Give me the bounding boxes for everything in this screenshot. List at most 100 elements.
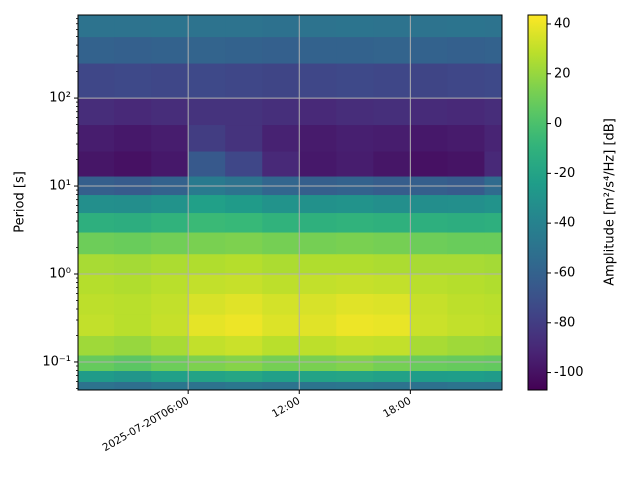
heatmap-cell <box>336 98 374 126</box>
heatmap-cell <box>447 194 485 214</box>
heatmap-cell <box>114 274 152 295</box>
heatmap-cell <box>373 274 411 295</box>
heatmap-cell <box>151 36 189 64</box>
heatmap-cell <box>262 194 300 214</box>
heatmap-cell <box>78 124 115 152</box>
heatmap-cell <box>262 253 300 275</box>
heatmap-cell <box>188 194 226 214</box>
x-tick-label: 12:00 <box>270 395 302 421</box>
heatmap-cell <box>151 274 189 295</box>
heatmap-cell <box>410 370 448 382</box>
heatmap-cell <box>225 381 263 391</box>
heatmap-cell <box>373 253 411 275</box>
heatmap-cell <box>484 232 503 255</box>
colorbar <box>527 14 548 391</box>
heatmap-cell <box>447 314 485 336</box>
heatmap-cell <box>225 63 263 99</box>
heatmap-cell <box>373 381 411 391</box>
heatmap-cell <box>188 232 226 255</box>
heatmap-cell <box>373 151 411 177</box>
heatmap-cell <box>151 124 189 152</box>
heatmap-cell <box>299 274 337 295</box>
heatmap-cell <box>188 381 226 391</box>
heatmap-cell <box>188 314 226 336</box>
heatmap-cell <box>262 124 300 152</box>
heatmap-cell <box>225 293 263 315</box>
heatmap-cell <box>188 212 226 233</box>
heatmap-cell <box>225 194 263 214</box>
heatmap-cell <box>114 314 152 336</box>
heatmap-cell <box>373 335 411 356</box>
heatmap-cell <box>225 98 263 126</box>
heatmap-cell <box>336 212 374 233</box>
heatmap-cell <box>114 15 152 38</box>
heatmap-cell <box>262 98 300 126</box>
heatmap-cell <box>336 370 374 382</box>
heatmap-cell <box>447 36 485 64</box>
heatmap-cell <box>484 212 503 233</box>
heatmap-cell <box>410 98 448 126</box>
colorbar-tick-label: 0 <box>554 116 562 131</box>
heatmap-cell <box>188 274 226 295</box>
heatmap-cell <box>447 335 485 356</box>
heatmap-cell <box>373 212 411 233</box>
heatmap-cell <box>336 194 374 214</box>
heatmap-cell <box>373 370 411 382</box>
heatmap-cell <box>299 381 337 391</box>
heatmap-cell <box>114 354 152 371</box>
y-tick-label: 10¹ <box>49 179 71 194</box>
colorbar-tick-label: -100 <box>554 365 584 380</box>
heatmap-cell <box>299 253 337 275</box>
heatmap-cell <box>188 98 226 126</box>
heatmap-cell <box>262 232 300 255</box>
heatmap-cell <box>447 98 485 126</box>
heatmap-cell <box>336 151 374 177</box>
heatmap-cell <box>114 232 152 255</box>
heatmap-cell <box>78 63 115 99</box>
heatmap-cell <box>78 253 115 275</box>
heatmap-cell <box>188 354 226 371</box>
heatmap-cell <box>151 151 189 177</box>
heatmap-cell <box>410 36 448 64</box>
heatmap-cell <box>336 232 374 255</box>
heatmap-cell <box>114 124 152 152</box>
heatmap-cell <box>114 293 152 315</box>
heatmap-cell <box>262 293 300 315</box>
heatmap-cell <box>188 151 226 177</box>
heatmap-cell <box>410 274 448 295</box>
heatmap-cell <box>336 124 374 152</box>
y-tick-label: 10⁻¹ <box>42 354 71 369</box>
colorbar-tick-label: -40 <box>554 216 575 231</box>
colorbar-tick-label: 20 <box>554 66 571 81</box>
heatmap-cell <box>262 335 300 356</box>
heatmap-cell <box>447 370 485 382</box>
heatmap-cell <box>373 293 411 315</box>
heatmap-cell <box>410 354 448 371</box>
heatmap-cell <box>410 124 448 152</box>
heatmap-cell <box>373 15 411 38</box>
heatmap-cell <box>484 124 503 152</box>
heatmap-cell <box>299 354 337 371</box>
heatmap-cell <box>410 232 448 255</box>
heatmap-cell <box>188 36 226 64</box>
heatmap-cell <box>262 370 300 382</box>
heatmap-cell <box>262 274 300 295</box>
heatmap-cell <box>336 15 374 38</box>
heatmap-cell <box>151 63 189 99</box>
heatmap-cell <box>336 335 374 356</box>
heatmap-cell <box>447 124 485 152</box>
heatmap-cell <box>299 15 337 38</box>
heatmap-cell <box>299 314 337 336</box>
heatmap-cell <box>262 381 300 391</box>
heatmap-cell <box>484 63 503 99</box>
heatmap-cell <box>484 253 503 275</box>
heatmap-cell <box>78 15 115 38</box>
heatmap-cell <box>151 194 189 214</box>
heatmap-cell <box>336 314 374 336</box>
heatmap-cell <box>447 253 485 275</box>
heatmap-cell <box>151 293 189 315</box>
heatmap-cell <box>484 194 503 214</box>
heatmap-cell <box>336 63 374 99</box>
heatmap-cell <box>299 293 337 315</box>
heatmap-cell <box>225 335 263 356</box>
